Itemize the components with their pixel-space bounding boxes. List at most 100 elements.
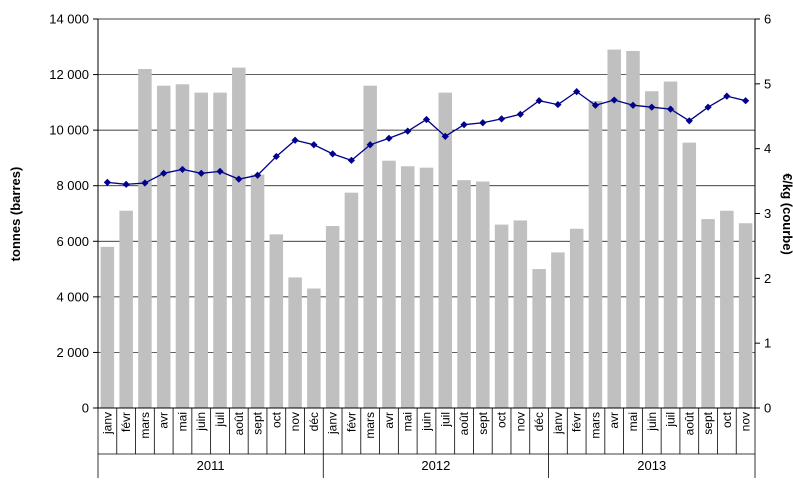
- month-label: sept: [476, 411, 490, 434]
- price-marker: [742, 97, 750, 105]
- tick-labels: 0 2 000 4 000 6 000 8 000 10 000 12 000 14 000 0…: [49, 12, 771, 474]
- left-tick-label: 0: [82, 401, 89, 416]
- month-label: juil: [664, 412, 678, 428]
- bar: [532, 269, 546, 408]
- bar: [607, 49, 621, 409]
- bar: [100, 246, 115, 408]
- left-tick-label: 10 000: [49, 123, 89, 138]
- price-marker: [103, 178, 111, 186]
- bar: [626, 50, 640, 408]
- price-marker: [479, 119, 487, 127]
- month-label: juin: [194, 412, 208, 432]
- month-label: avr: [157, 412, 171, 429]
- month-label: févr: [570, 412, 584, 432]
- month-label: avr: [607, 412, 621, 429]
- price-marker: [497, 115, 506, 123]
- price-marker: [554, 100, 562, 109]
- bar: [701, 219, 715, 408]
- bar: [250, 174, 265, 408]
- bar: [588, 100, 603, 408]
- bar: [269, 234, 284, 408]
- month-label: oct: [720, 411, 734, 428]
- month-label: mai: [401, 412, 415, 431]
- bar: [400, 166, 415, 408]
- bar: [382, 160, 396, 408]
- bar: [325, 226, 340, 408]
- left-tick-label: 2 000: [56, 345, 89, 360]
- right-tick-label: 6: [764, 12, 771, 27]
- right-tick-label: 3: [764, 206, 771, 221]
- month-label: oct: [269, 411, 283, 428]
- month-label: déc: [532, 412, 546, 431]
- month-label: mars: [588, 412, 602, 439]
- bar: [119, 210, 133, 408]
- month-label: juin: [420, 412, 434, 432]
- month-label: avr: [382, 412, 396, 429]
- bar: [720, 210, 734, 408]
- price-marker: [141, 179, 149, 187]
- price-marker: [329, 150, 337, 158]
- price-marker: [385, 134, 393, 142]
- month-label: sept: [251, 411, 265, 434]
- line-series: [103, 88, 750, 188]
- left-tick-label: 4 000: [56, 289, 89, 304]
- price-marker: [441, 132, 449, 140]
- price-marker: [178, 165, 187, 174]
- month-label: janv: [551, 412, 565, 435]
- bar: [156, 85, 171, 408]
- price-marker: [460, 121, 468, 129]
- right-tick-label: 1: [764, 336, 771, 351]
- bar-series: [100, 49, 753, 409]
- price-marker: [723, 92, 731, 100]
- month-label: déc: [307, 412, 321, 431]
- price-marker: [685, 117, 693, 125]
- bar: [476, 181, 490, 408]
- month-label: mars: [363, 412, 377, 439]
- right-tick-label: 5: [764, 76, 771, 91]
- month-label: nov: [739, 412, 753, 431]
- price-marker: [291, 136, 299, 144]
- bar: [213, 92, 227, 408]
- right-axis-title: €/kg (courbe): [780, 173, 793, 255]
- price-marker: [366, 141, 374, 149]
- right-tick-label: 4: [764, 141, 771, 156]
- month-label: févr: [344, 412, 358, 432]
- month-label: sept: [701, 411, 715, 434]
- month-label: août: [232, 411, 246, 435]
- month-label: mai: [626, 412, 640, 431]
- price-marker: [216, 167, 224, 175]
- left-tick-label: 14 000: [49, 12, 89, 27]
- price-marker: [610, 96, 618, 104]
- left-tick-label: 8 000: [56, 178, 89, 193]
- month-label: nov: [288, 412, 302, 431]
- bar: [551, 252, 565, 408]
- bar: [569, 228, 584, 408]
- price-marker: [197, 169, 205, 177]
- bar: [288, 277, 302, 408]
- price-marker: [122, 180, 130, 188]
- left-tick-label: 12 000: [49, 67, 89, 82]
- price-marker: [272, 152, 280, 161]
- bar: [363, 85, 377, 408]
- bar: [682, 142, 697, 408]
- month-label: févr: [119, 412, 133, 432]
- price-marker: [516, 110, 524, 118]
- price-marker: [666, 105, 675, 113]
- left-axis-title: tonnes (barres): [8, 167, 23, 262]
- price-marker: [535, 97, 543, 105]
- bar: [663, 81, 678, 409]
- price-marker: [347, 156, 356, 164]
- month-label: janv: [326, 412, 340, 435]
- price-marker: [404, 127, 412, 135]
- bar: [175, 84, 190, 409]
- month-label: juil: [438, 412, 452, 428]
- bar: [232, 67, 246, 408]
- axes: [93, 18, 760, 478]
- right-tick-label: 2: [764, 271, 771, 286]
- bar: [419, 167, 434, 408]
- month-label: mai: [175, 412, 189, 431]
- price-marker: [253, 171, 262, 179]
- price-marker: [573, 88, 581, 96]
- price-marker: [235, 175, 243, 183]
